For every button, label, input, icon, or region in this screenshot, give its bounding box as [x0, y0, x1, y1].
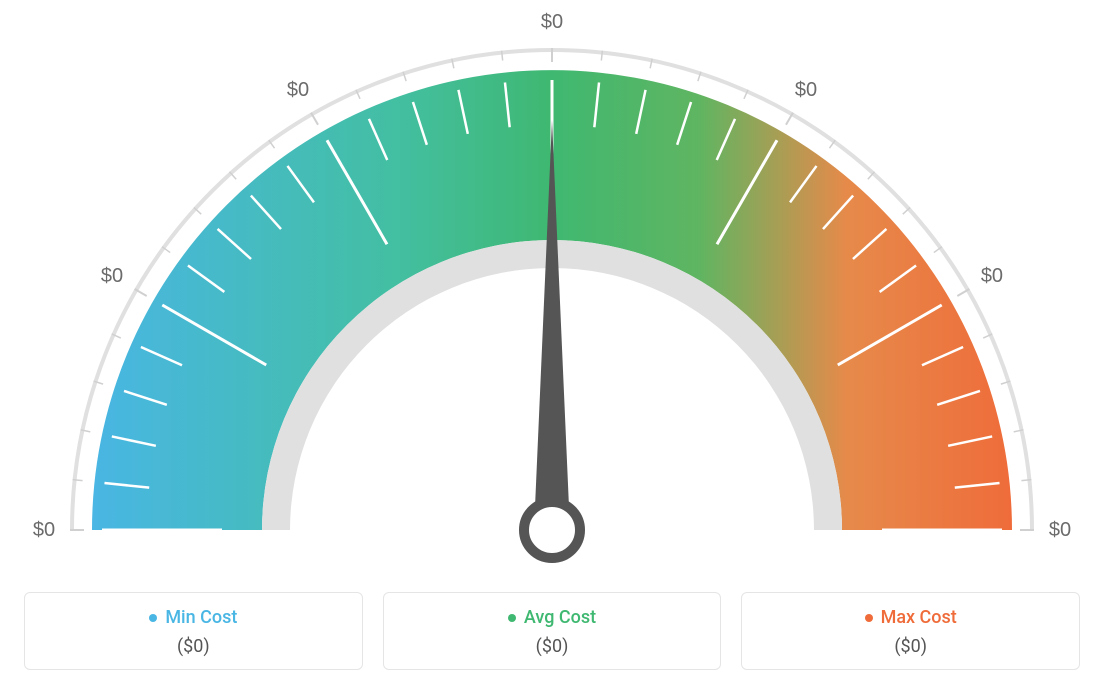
legend-value: ($0) [25, 636, 362, 657]
legend-label: Min Cost [165, 607, 237, 628]
svg-text:$0: $0 [287, 79, 309, 101]
legend-value: ($0) [384, 636, 721, 657]
svg-text:$0: $0 [101, 265, 123, 287]
svg-text:$0: $0 [795, 79, 817, 101]
legend-card-avg: Avg Cost ($0) [383, 592, 722, 671]
dot-icon [149, 614, 157, 622]
dot-icon [508, 614, 516, 622]
legend-title-max: Max Cost [865, 607, 957, 628]
legend-title-min: Min Cost [149, 607, 237, 628]
legend-card-min: Min Cost ($0) [24, 592, 363, 671]
cost-gauge: $0 $0 $0 $0 $0 $0 $0 [22, 10, 1082, 570]
legend-label: Avg Cost [524, 607, 596, 628]
legend-value: ($0) [742, 636, 1079, 657]
legend-title-avg: Avg Cost [508, 607, 596, 628]
svg-text:$0: $0 [541, 11, 563, 33]
legend-card-max: Max Cost ($0) [741, 592, 1080, 671]
svg-text:$0: $0 [1049, 519, 1071, 541]
legend-label: Max Cost [881, 607, 957, 628]
dot-icon [865, 614, 873, 622]
svg-text:$0: $0 [33, 519, 55, 541]
svg-text:$0: $0 [981, 265, 1003, 287]
legend-row: Min Cost ($0) Avg Cost ($0) Max Cost ($0… [24, 592, 1080, 671]
